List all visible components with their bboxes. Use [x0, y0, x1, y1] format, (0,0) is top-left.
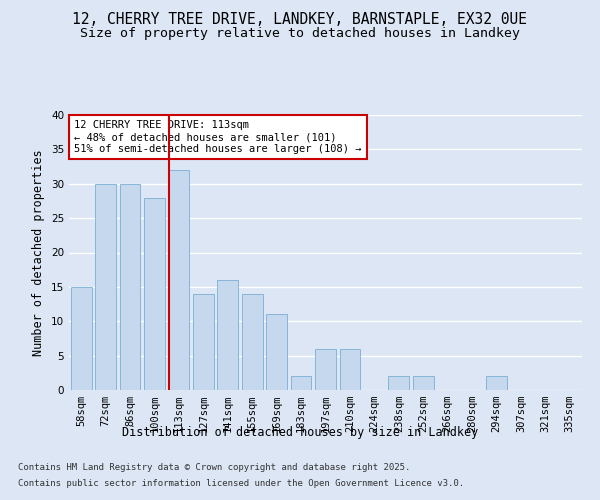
Bar [242, 294, 263, 390]
Bar [266, 314, 287, 390]
Text: Contains HM Land Registry data © Crown copyright and database right 2025.: Contains HM Land Registry data © Crown c… [18, 464, 410, 472]
Bar [193, 294, 214, 390]
Bar [144, 198, 165, 390]
Text: 12 CHERRY TREE DRIVE: 113sqm
← 48% of detached houses are smaller (101)
51% of s: 12 CHERRY TREE DRIVE: 113sqm ← 48% of de… [74, 120, 362, 154]
Bar [169, 170, 190, 390]
Text: Distribution of detached houses by size in Landkey: Distribution of detached houses by size … [122, 426, 478, 439]
Bar [486, 376, 507, 390]
Text: Contains public sector information licensed under the Open Government Licence v3: Contains public sector information licen… [18, 478, 464, 488]
Bar [95, 184, 116, 390]
Text: Size of property relative to detached houses in Landkey: Size of property relative to detached ho… [80, 28, 520, 40]
Bar [71, 287, 92, 390]
Text: 12, CHERRY TREE DRIVE, LANDKEY, BARNSTAPLE, EX32 0UE: 12, CHERRY TREE DRIVE, LANDKEY, BARNSTAP… [73, 12, 527, 28]
Bar [413, 376, 434, 390]
Bar [217, 280, 238, 390]
Bar [388, 376, 409, 390]
Bar [315, 349, 336, 390]
Bar [290, 376, 311, 390]
Y-axis label: Number of detached properties: Number of detached properties [32, 149, 46, 356]
Bar [340, 349, 361, 390]
Bar [119, 184, 140, 390]
